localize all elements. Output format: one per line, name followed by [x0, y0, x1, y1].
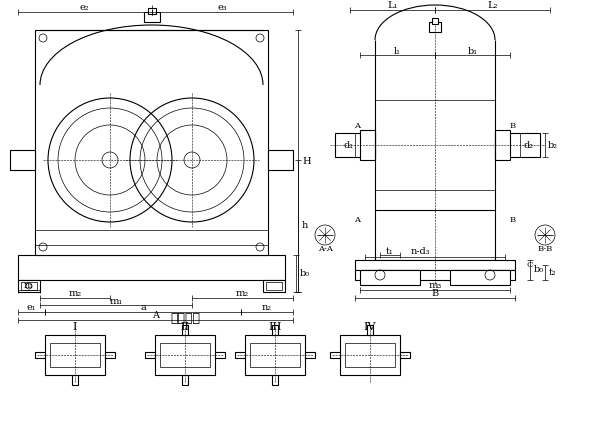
- Bar: [144, 12, 160, 22]
- Text: m₂: m₂: [236, 289, 249, 299]
- Text: e₁: e₁: [27, 303, 37, 313]
- Bar: [272, 375, 278, 385]
- Text: B: B: [510, 122, 516, 130]
- Text: n₁: n₁: [24, 281, 34, 291]
- Text: n₂: n₂: [262, 303, 272, 313]
- Text: 装配型式: 装配型式: [170, 311, 200, 325]
- Text: b₀: b₀: [534, 265, 544, 274]
- Text: h: h: [302, 221, 308, 231]
- Bar: [355, 270, 515, 280]
- Bar: [182, 325, 188, 335]
- Text: B: B: [510, 216, 516, 224]
- Text: e₃: e₃: [217, 4, 227, 12]
- Bar: [360, 270, 420, 285]
- Bar: [72, 375, 78, 385]
- Text: C: C: [527, 261, 533, 269]
- Bar: [18, 280, 40, 292]
- Bar: [10, 150, 35, 170]
- Bar: [272, 325, 278, 335]
- Bar: [245, 335, 305, 375]
- Bar: [35, 352, 45, 358]
- Bar: [18, 255, 285, 280]
- Text: II: II: [180, 322, 189, 332]
- Text: H: H: [302, 157, 311, 165]
- Bar: [268, 150, 293, 170]
- Text: I: I: [72, 322, 77, 332]
- Bar: [21, 282, 37, 290]
- Bar: [495, 133, 540, 157]
- Bar: [432, 18, 438, 24]
- Text: A: A: [152, 311, 159, 321]
- Text: d₁: d₁: [343, 141, 353, 149]
- Text: B-B: B-B: [537, 245, 552, 253]
- Bar: [160, 343, 210, 367]
- Bar: [340, 335, 400, 375]
- Text: n-d₃: n-d₃: [410, 247, 430, 257]
- Text: B: B: [431, 289, 438, 299]
- Text: III: III: [268, 322, 282, 332]
- Bar: [35, 30, 268, 255]
- Text: a: a: [140, 303, 146, 313]
- Bar: [155, 335, 215, 375]
- Text: b₂: b₂: [548, 141, 558, 149]
- Text: b₁: b₁: [468, 46, 477, 56]
- Text: d₂: d₂: [523, 141, 533, 149]
- Bar: [375, 210, 495, 260]
- Text: IV: IV: [364, 322, 376, 332]
- Bar: [45, 335, 105, 375]
- Bar: [305, 352, 315, 358]
- Text: l₁: l₁: [394, 46, 401, 56]
- Bar: [367, 325, 373, 335]
- Text: L₂: L₂: [487, 1, 498, 11]
- Bar: [495, 130, 510, 160]
- Bar: [266, 282, 282, 290]
- Text: A-A: A-A: [317, 245, 333, 253]
- Text: m₁: m₁: [110, 296, 122, 306]
- Bar: [360, 130, 375, 160]
- Text: t₁: t₁: [386, 247, 394, 255]
- Text: b₀: b₀: [300, 269, 310, 278]
- Bar: [145, 352, 155, 358]
- Bar: [330, 352, 340, 358]
- Text: A: A: [354, 122, 360, 130]
- Text: L₁: L₁: [387, 1, 398, 11]
- Text: m₂: m₂: [68, 289, 82, 299]
- Bar: [250, 343, 300, 367]
- Bar: [105, 352, 115, 358]
- Bar: [182, 375, 188, 385]
- Bar: [355, 260, 515, 270]
- Bar: [50, 343, 100, 367]
- Bar: [400, 352, 410, 358]
- Bar: [429, 22, 441, 32]
- Bar: [263, 280, 285, 292]
- Text: m₃: m₃: [428, 281, 442, 291]
- Text: e₂: e₂: [80, 4, 90, 12]
- Bar: [345, 343, 395, 367]
- Bar: [235, 352, 245, 358]
- Bar: [147, 8, 155, 14]
- Bar: [450, 270, 510, 285]
- Bar: [215, 352, 225, 358]
- Text: A: A: [354, 216, 360, 224]
- Bar: [335, 133, 375, 157]
- Text: t₂: t₂: [549, 268, 557, 277]
